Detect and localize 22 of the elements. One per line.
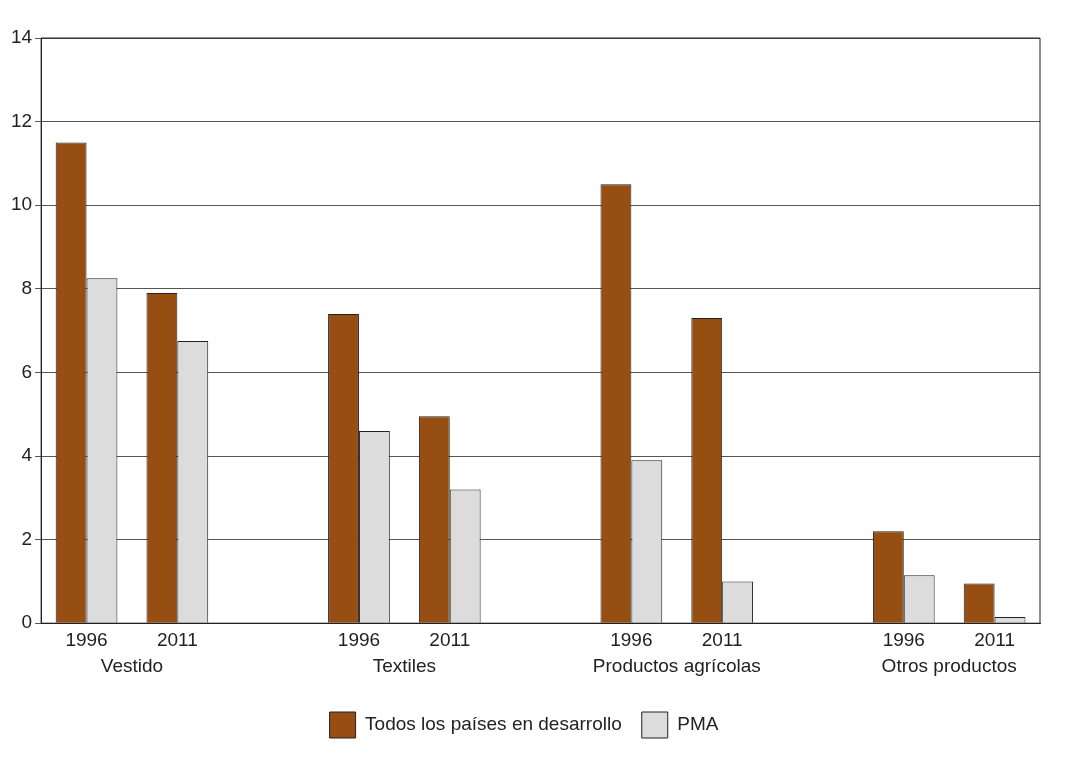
text: Textiles: [372, 654, 437, 676]
x-tick-label: 1996: [610, 628, 653, 650]
text: Vestido: [100, 654, 164, 676]
x-tick-label: 2011: [974, 628, 1016, 650]
y-tick-label: 8: [21, 277, 33, 299]
y-tick-label: 14: [10, 26, 33, 48]
y-tick-label: 10: [10, 193, 33, 215]
x-tick-label: 1996: [337, 628, 381, 650]
x-tick-label: 1996: [882, 628, 925, 650]
legend-label: Todos los países en desarrollo: [365, 713, 622, 735]
y-tick-label: 12: [10, 109, 33, 131]
x-tick-label: 1996: [65, 628, 108, 650]
y-tick-label: 0: [21, 611, 33, 633]
y-tick-label: 2: [21, 527, 33, 549]
text: Otros productos: [881, 654, 1017, 676]
y-tick-label: 4: [21, 444, 33, 466]
x-tick-label: 2011: [701, 628, 743, 650]
y-tick-label: 6: [21, 360, 33, 382]
x-tick-label: 2011: [156, 628, 198, 650]
legend-label: PMA: [677, 713, 719, 735]
text: Productos agrícolas: [592, 654, 761, 676]
x-tick-label: 2011: [429, 628, 471, 650]
